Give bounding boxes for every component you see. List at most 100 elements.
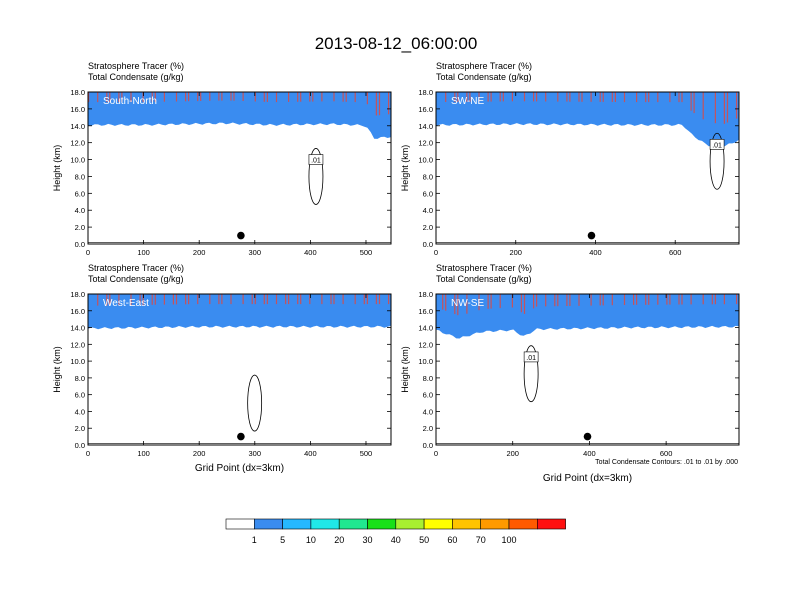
x-tick-label: 600 — [660, 449, 673, 458]
tracer-streak — [648, 294, 650, 305]
plot-frame — [87, 91, 392, 245]
y-tick-label: 16.0 — [70, 105, 85, 114]
tracer-streak — [457, 92, 459, 102]
x-tick-label: 300 — [249, 248, 262, 257]
tracer-streak — [266, 92, 268, 102]
y-tick-label: 14.0 — [418, 324, 433, 333]
tracer-streak — [97, 92, 99, 103]
tracer-streak — [678, 92, 680, 103]
tracer-streak — [666, 294, 668, 305]
tracer-streak — [502, 92, 504, 102]
tracer-streak — [142, 92, 144, 103]
tracer-streak — [636, 294, 638, 305]
colorbar-cell — [536, 518, 566, 530]
tracer-streak — [254, 294, 256, 305]
panel-header-tracer: Stratosphere Tracer (%) — [436, 61, 532, 71]
x-tick-label: 300 — [249, 449, 262, 458]
panel-name-label: South-North — [103, 96, 157, 107]
tracer-streak — [590, 92, 592, 102]
tracer-streak — [163, 92, 165, 102]
tracer-streak — [342, 294, 344, 305]
tracer-field — [88, 294, 391, 444]
tracer-streak — [175, 294, 178, 305]
tracer-streak — [681, 92, 683, 103]
tracer-streak — [221, 92, 223, 101]
tracer-streak — [354, 294, 356, 305]
panel-sw-ne: Stratosphere Tracer (%)Total Condensate … — [400, 61, 740, 257]
y-tick-label: 16.0 — [70, 307, 85, 316]
x-tick-label: 200 — [193, 248, 206, 257]
colorbar-label: 100 — [501, 535, 516, 545]
tracer-streak — [333, 294, 335, 305]
y-tick-label: 0.0 — [423, 441, 433, 450]
panels-group: Stratosphere Tracer (%)Total Condensate … — [52, 61, 740, 484]
tracer-band — [88, 92, 391, 139]
colorbar-cell — [508, 518, 538, 530]
tracer-streak — [288, 294, 290, 305]
tracer-streak — [569, 92, 571, 102]
tracer-streak — [97, 294, 99, 306]
y-tick-label: 8.0 — [423, 374, 433, 383]
tracer-streak — [602, 92, 604, 102]
tracer-streak — [218, 294, 220, 305]
x-tick-label: 0 — [434, 449, 438, 458]
y-axis-label: Height (km) — [52, 145, 62, 192]
tracer-streak — [736, 294, 738, 305]
tracer-streak — [714, 294, 716, 305]
x-tick-label: 600 — [669, 248, 682, 257]
tracer-streak — [312, 92, 314, 102]
panel-header-condensate: Total Condensate (g/kg) — [436, 72, 532, 82]
tracer-streak — [288, 92, 290, 102]
contour-label-box — [308, 154, 324, 165]
y-tick-label: 10.0 — [70, 357, 85, 366]
tracer-streak — [309, 92, 311, 102]
tracer-streak — [230, 92, 232, 101]
tracer-streak — [366, 294, 368, 305]
location-marker — [237, 432, 245, 441]
tracer-streak — [581, 92, 583, 102]
x-tick-label: 0 — [434, 248, 438, 257]
colorbar: 1 5 10 20 30 40 50 60 70 100 — [225, 518, 566, 545]
tracer-streak — [681, 294, 683, 305]
colorbar-cell — [310, 518, 340, 530]
tracer-streak — [457, 294, 459, 316]
colorbar-cell — [367, 518, 397, 530]
tracer-streak — [375, 294, 377, 305]
x-tick-label: 500 — [360, 248, 373, 257]
tracer-streak — [378, 294, 381, 305]
colorbar-label: 70 — [476, 535, 486, 545]
tracer-streak — [275, 294, 278, 305]
tracer-streak — [499, 294, 501, 309]
tracer-streak — [218, 92, 220, 101]
tracer-streak — [297, 92, 299, 102]
colorbar-label: 60 — [447, 535, 457, 545]
y-tick-label: 18.0 — [418, 88, 433, 97]
tracer-streak — [533, 92, 535, 102]
tracer-streak — [230, 294, 232, 305]
colorbar-label: 20 — [334, 535, 344, 545]
tracer-streak — [330, 294, 332, 305]
y-tick-label: 2.0 — [423, 223, 433, 232]
y-tick-label: 16.0 — [418, 307, 433, 316]
tracer-field — [436, 294, 739, 444]
tracer-streak — [636, 92, 638, 103]
tracer-streak — [614, 92, 616, 102]
x-tick-label: 0 — [86, 248, 90, 257]
colorbar-cell — [452, 518, 481, 530]
y-tick-label: 2.0 — [423, 424, 433, 433]
tracer-streak — [109, 294, 111, 306]
figure-title: 2013-08-12_06:00:00 — [315, 34, 478, 53]
tracer-streak — [154, 294, 156, 305]
x-tick-label: 400 — [304, 248, 317, 257]
y-tick-label: 4.0 — [423, 206, 433, 215]
tracer-streak — [197, 294, 199, 305]
tracer-streak — [566, 92, 568, 102]
tracer-streak — [188, 294, 190, 305]
tracer-streak — [511, 294, 513, 308]
tracer-streak — [736, 92, 738, 119]
y-tick-label: 0.0 — [75, 240, 85, 249]
tracer-streak — [354, 92, 356, 103]
y-tick-label: 8.0 — [75, 374, 85, 383]
y-tick-label: 4.0 — [423, 407, 433, 416]
y-tick-label: 18.0 — [418, 290, 433, 299]
